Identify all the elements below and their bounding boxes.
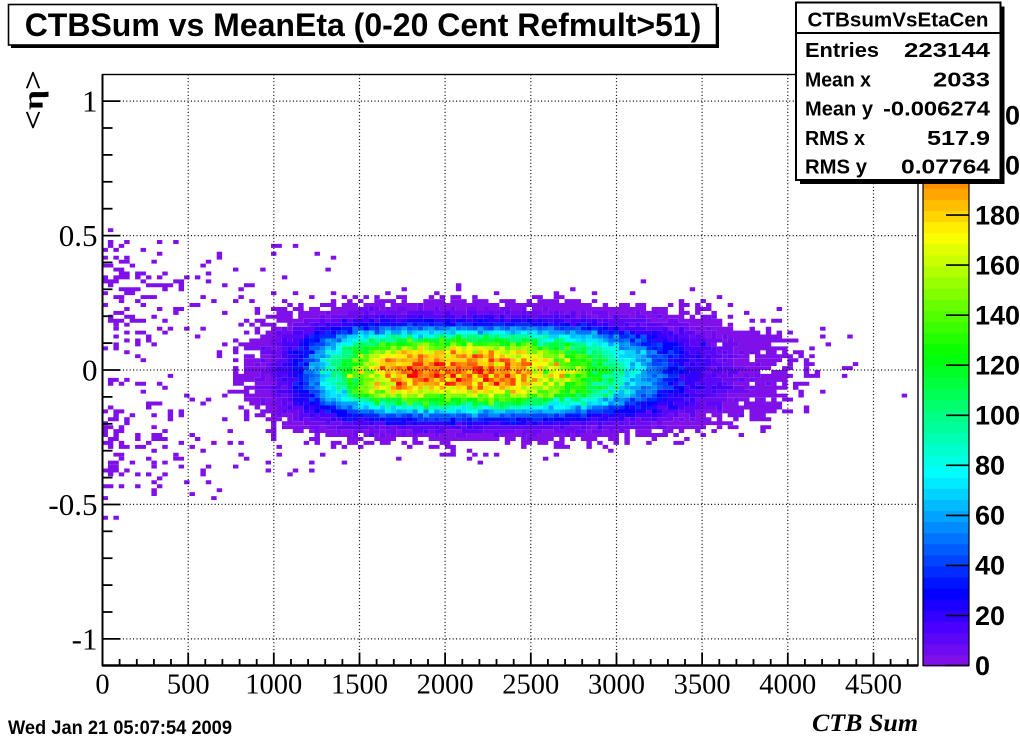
svg-text:-0.006274: -0.006274 (883, 99, 991, 121)
svg-text:0: 0 (82, 353, 98, 388)
svg-text:CTB Sum: CTB Sum (812, 710, 918, 737)
svg-text:4000: 4000 (759, 670, 816, 701)
svg-text:160: 160 (975, 250, 1020, 280)
svg-text:CTBsumVsEtaCen: CTBsumVsEtaCen (808, 10, 989, 32)
svg-text:20: 20 (975, 601, 1005, 631)
svg-text:1500: 1500 (331, 670, 388, 701)
svg-text:1: 1 (82, 84, 98, 119)
svg-text:3500: 3500 (674, 670, 731, 701)
svg-text:Mean y: Mean y (805, 99, 874, 121)
svg-text:RMS y: RMS y (805, 157, 868, 179)
svg-text:0.07764: 0.07764 (901, 157, 991, 179)
svg-text:100: 100 (975, 401, 1020, 431)
svg-text:2033: 2033 (933, 70, 990, 92)
svg-text:CTBSum vs MeanEta (0-20 Cent R: CTBSum vs MeanEta (0-20 Cent Refmult>51) (25, 7, 702, 43)
svg-text:2000: 2000 (417, 670, 474, 701)
svg-text:180: 180 (975, 200, 1020, 230)
svg-text:-1: -1 (72, 621, 98, 656)
svg-text:140: 140 (975, 301, 1020, 331)
svg-text:-0.5: -0.5 (48, 487, 97, 522)
svg-text:60: 60 (975, 501, 1005, 531)
svg-text:0: 0 (95, 670, 109, 701)
svg-text:223144: 223144 (904, 40, 991, 62)
svg-text:2500: 2500 (502, 670, 559, 701)
svg-text:0: 0 (975, 651, 990, 681)
svg-text:80: 80 (975, 451, 1005, 481)
svg-text:500: 500 (167, 670, 210, 701)
svg-text:120: 120 (975, 351, 1020, 381)
svg-text:0.5: 0.5 (59, 218, 98, 253)
svg-text:Wed Jan 21 05:07:54 2009: Wed Jan 21 05:07:54 2009 (8, 718, 232, 739)
svg-text:1000: 1000 (245, 670, 302, 701)
svg-text:Mean x: Mean x (805, 70, 871, 92)
svg-text:3000: 3000 (588, 670, 645, 701)
svg-text:Entries: Entries (805, 40, 879, 62)
svg-text:40: 40 (975, 551, 1005, 581)
svg-text:<η>: <η> (18, 70, 50, 130)
svg-text:4500: 4500 (845, 670, 902, 701)
svg-text:RMS x: RMS x (805, 128, 865, 150)
svg-text:517.9: 517.9 (927, 128, 990, 150)
